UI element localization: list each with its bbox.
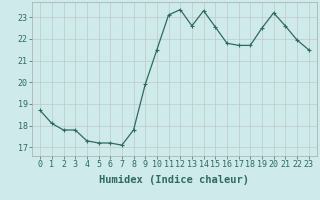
X-axis label: Humidex (Indice chaleur): Humidex (Indice chaleur) [100, 175, 249, 185]
